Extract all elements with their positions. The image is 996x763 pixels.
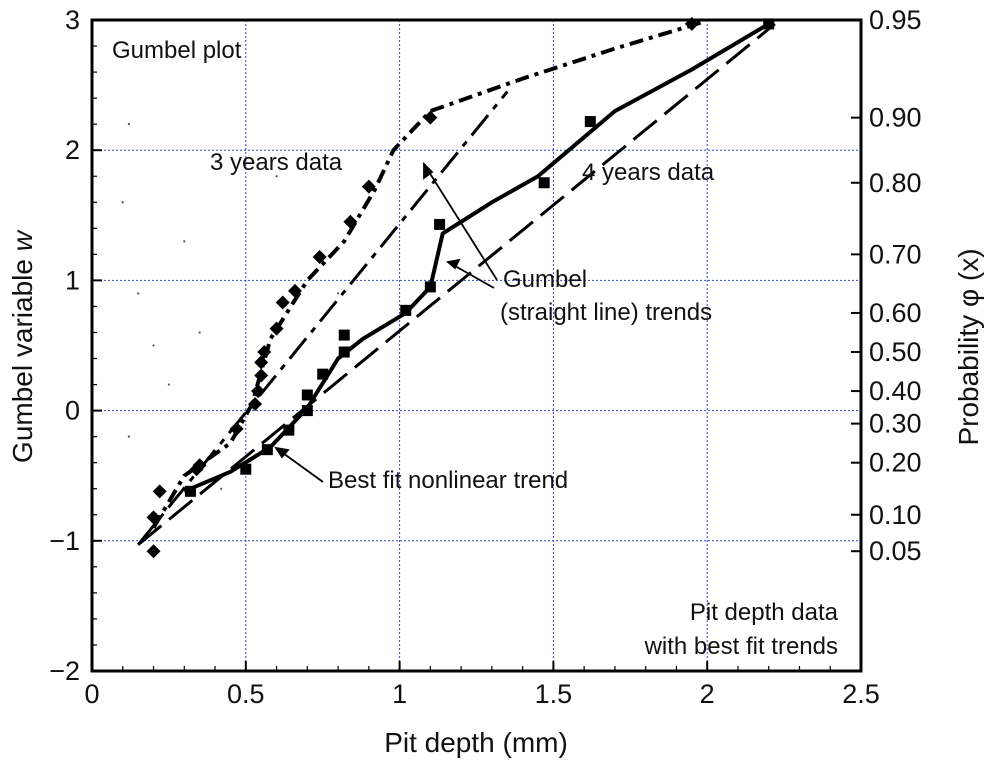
- plot-frame: [90, 18, 863, 673]
- data-point-3yr: [423, 110, 438, 125]
- background-dot: [137, 292, 140, 295]
- y-tick-label: 0: [65, 396, 80, 426]
- x-tick-label: 1: [392, 679, 407, 709]
- right-tick-label: 0.60: [869, 298, 922, 328]
- data-point-3yr: [229, 421, 244, 436]
- data-point-4yr: [261, 444, 273, 456]
- right-tick-label: 0.05: [869, 536, 922, 566]
- annotation-best-fit: Best fit nonlinear trend: [328, 467, 568, 494]
- y-tick-label: 2: [65, 135, 80, 165]
- background-dot: [220, 487, 223, 490]
- annotation-pit-depth-line2: with best fit trends: [644, 633, 838, 660]
- x-tick-label: 1.5: [535, 679, 573, 709]
- data-point-4yr: [184, 485, 196, 497]
- data-point-4yr: [424, 281, 436, 293]
- y-tick-label: 3: [65, 5, 80, 35]
- data-point-4yr: [301, 389, 313, 401]
- arrow-head-gumbel-4yr: [445, 258, 461, 270]
- right-tick-label: 0.10: [869, 500, 922, 530]
- data-point-4yr: [400, 304, 412, 316]
- data-point-4yr: [538, 177, 550, 189]
- data-point-3yr: [343, 214, 358, 229]
- axis-ticks: 0 0.5 1 1.5 2 2.5 −2 −1 0 1 2 3 0.95 0.90 0.80 0.70 0.60…: [49, 5, 921, 709]
- annotation-gumbel-plot: Gumbel plot: [112, 37, 242, 64]
- grid-lines: [92, 20, 861, 671]
- data-point-4yr: [338, 329, 350, 341]
- background-dot: [198, 331, 201, 334]
- background-dot: [127, 435, 131, 438]
- data-point-3yr: [248, 397, 263, 412]
- annotation-arrows: [274, 161, 498, 483]
- data-point-3yr: [192, 458, 207, 473]
- data-point-3yr: [146, 510, 161, 525]
- data-point-3yr: [254, 355, 269, 370]
- background-dot: [336, 292, 340, 295]
- data-point-3yr: [251, 384, 266, 399]
- background-dot: [167, 383, 170, 386]
- y-axis-right-title: Probability φ (x): [953, 248, 984, 445]
- background-dot: [152, 344, 155, 347]
- data-markers: [146, 16, 775, 559]
- trend-4yr-straight: [137, 22, 776, 546]
- data-point-3yr: [257, 345, 272, 360]
- y-axis-left-title: Gumbel variable w: [7, 229, 38, 463]
- annotation-3-years-data: 3 years data: [210, 149, 343, 176]
- right-tick-label: 0.20: [869, 448, 922, 478]
- data-point-4yr: [240, 463, 252, 475]
- right-tick-label: 0.80: [869, 168, 922, 198]
- background-dot: [183, 240, 186, 243]
- annotation-4-years-data: 4 years data: [582, 159, 715, 186]
- right-tick-label: 0.95: [869, 5, 922, 35]
- data-point-3yr: [361, 179, 376, 194]
- background-dot: [127, 123, 131, 126]
- y-tick-label: −2: [49, 656, 80, 686]
- background-dots: [121, 123, 493, 490]
- right-tick-label: 0.90: [869, 103, 922, 133]
- right-tick-label: 0.30: [869, 409, 922, 439]
- data-point-3yr: [152, 484, 167, 499]
- x-axis-title: Pit depth (mm): [384, 727, 568, 758]
- x-tick-label: 0: [84, 679, 99, 709]
- arrow-gumbel-3yr: [423, 163, 498, 281]
- annotation-pit-depth-line1: Pit depth data: [690, 599, 839, 626]
- trend-3yr-nonlinear: [151, 20, 702, 529]
- data-point-4yr: [434, 218, 446, 230]
- x-tick-label: 2.5: [842, 679, 880, 709]
- y-tick-label: −1: [49, 526, 80, 556]
- data-point-4yr: [584, 116, 596, 128]
- arrow-head-gumbel-3yr: [423, 161, 434, 180]
- right-tick-label: 0.50: [869, 337, 922, 367]
- trend-4yr-nonlinear: [183, 22, 770, 494]
- data-point-4yr: [301, 405, 313, 417]
- data-point-4yr: [338, 346, 350, 358]
- x-tick-label: 0.5: [227, 679, 265, 709]
- data-point-3yr: [269, 321, 284, 336]
- x-tick-label: 2: [700, 679, 715, 709]
- data-point-4yr: [763, 18, 775, 30]
- right-tick-label: 0.70: [869, 239, 922, 269]
- data-point-3yr: [312, 249, 327, 264]
- background-dot: [275, 175, 278, 178]
- data-point-3yr: [254, 368, 269, 383]
- annotation-gumbel-trends-line2: (straight line) trends: [500, 299, 712, 326]
- annotation-gumbel-trends-line1: Gumbel: [503, 266, 587, 293]
- background-dot: [121, 201, 124, 204]
- data-point-4yr: [317, 368, 329, 380]
- data-point-3yr: [288, 283, 303, 298]
- y-tick-label: 1: [65, 265, 80, 295]
- right-tick-label: 0.40: [869, 376, 922, 406]
- data-point-3yr: [275, 295, 290, 310]
- data-point-4yr: [283, 424, 295, 436]
- data-point-3yr: [146, 544, 161, 559]
- arrow-head-best-fit: [274, 446, 290, 459]
